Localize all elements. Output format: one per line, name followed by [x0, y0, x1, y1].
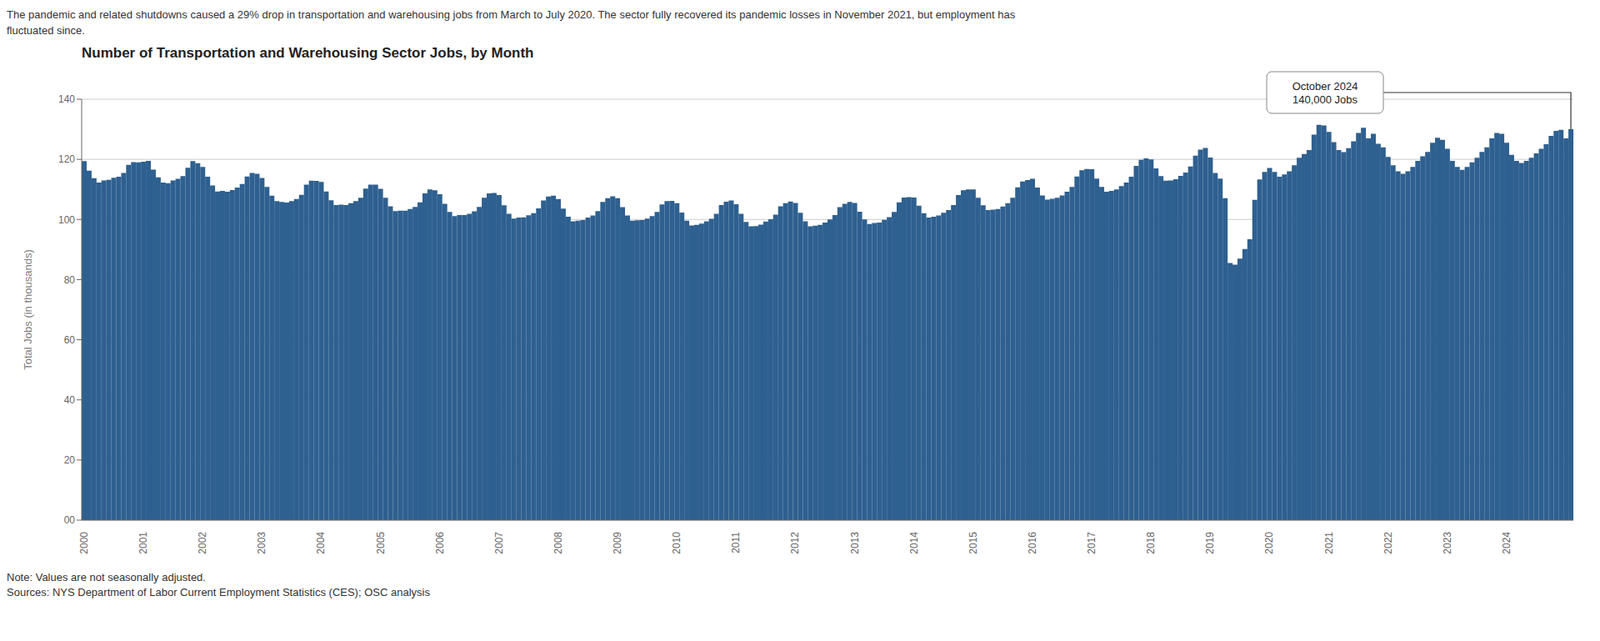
svg-text:60: 60: [64, 334, 76, 346]
svg-text:00: 00: [64, 514, 76, 526]
svg-text:20: 20: [64, 454, 76, 466]
svg-text:2024: 2024: [1500, 531, 1513, 555]
svg-text:2007: 2007: [493, 531, 505, 555]
html-text:The pandemic and related shutd: The pandemic and related shutdowns cause…: [6, 8, 1016, 37]
svg-text:October 2024: October 2024: [1292, 80, 1359, 93]
svg-text:2010: 2010: [670, 531, 683, 555]
svg-text:2003: 2003: [255, 531, 268, 555]
svg-text:2020: 2020: [1263, 531, 1275, 555]
svg-text:80: 80: [64, 274, 76, 286]
svg-text:2021: 2021: [1323, 531, 1335, 555]
svg-text:2004: 2004: [315, 531, 327, 555]
svg-text:2013: 2013: [849, 531, 861, 555]
svg-text:2018: 2018: [1145, 531, 1157, 555]
svg-text:2001: 2001: [137, 531, 150, 555]
svg-text:Total Jobs (in thousands): Total Jobs (in thousands): [21, 249, 35, 370]
svg-text:2014: 2014: [908, 531, 920, 555]
svg-text:2000: 2000: [78, 531, 90, 555]
html-text:Note: Values are not seasonall: Note: Values are not seasonally adjusted…: [6, 570, 206, 584]
html-text:Number of Transportation and W: Number of Transportation and Warehousing…: [81, 45, 534, 61]
svg-text:40: 40: [64, 394, 76, 406]
svg-text:140,000 Jobs: 140,000 Jobs: [1292, 93, 1359, 106]
svg-text:100: 100: [58, 214, 75, 226]
svg-text:2017: 2017: [1085, 531, 1098, 555]
svg-text:2011: 2011: [730, 531, 742, 554]
svg-text:2012: 2012: [789, 531, 801, 555]
svg-text:2019: 2019: [1204, 531, 1216, 555]
svg-text:2006: 2006: [434, 531, 446, 555]
svg-text:2005: 2005: [375, 531, 387, 555]
svg-text:2023: 2023: [1441, 531, 1454, 555]
svg-text:2008: 2008: [552, 531, 565, 555]
svg-text:2022: 2022: [1382, 531, 1395, 555]
svg-text:2015: 2015: [967, 531, 980, 555]
svg-text:140: 140: [58, 93, 75, 105]
svg-text:2016: 2016: [1026, 531, 1039, 555]
svg-text:2009: 2009: [611, 531, 624, 555]
svg-text:2002: 2002: [196, 531, 209, 555]
svg-text:120: 120: [58, 153, 75, 165]
html-text:Sources: NYS Department of Lab: Sources: NYS Department of Labor Current…: [6, 585, 430, 599]
